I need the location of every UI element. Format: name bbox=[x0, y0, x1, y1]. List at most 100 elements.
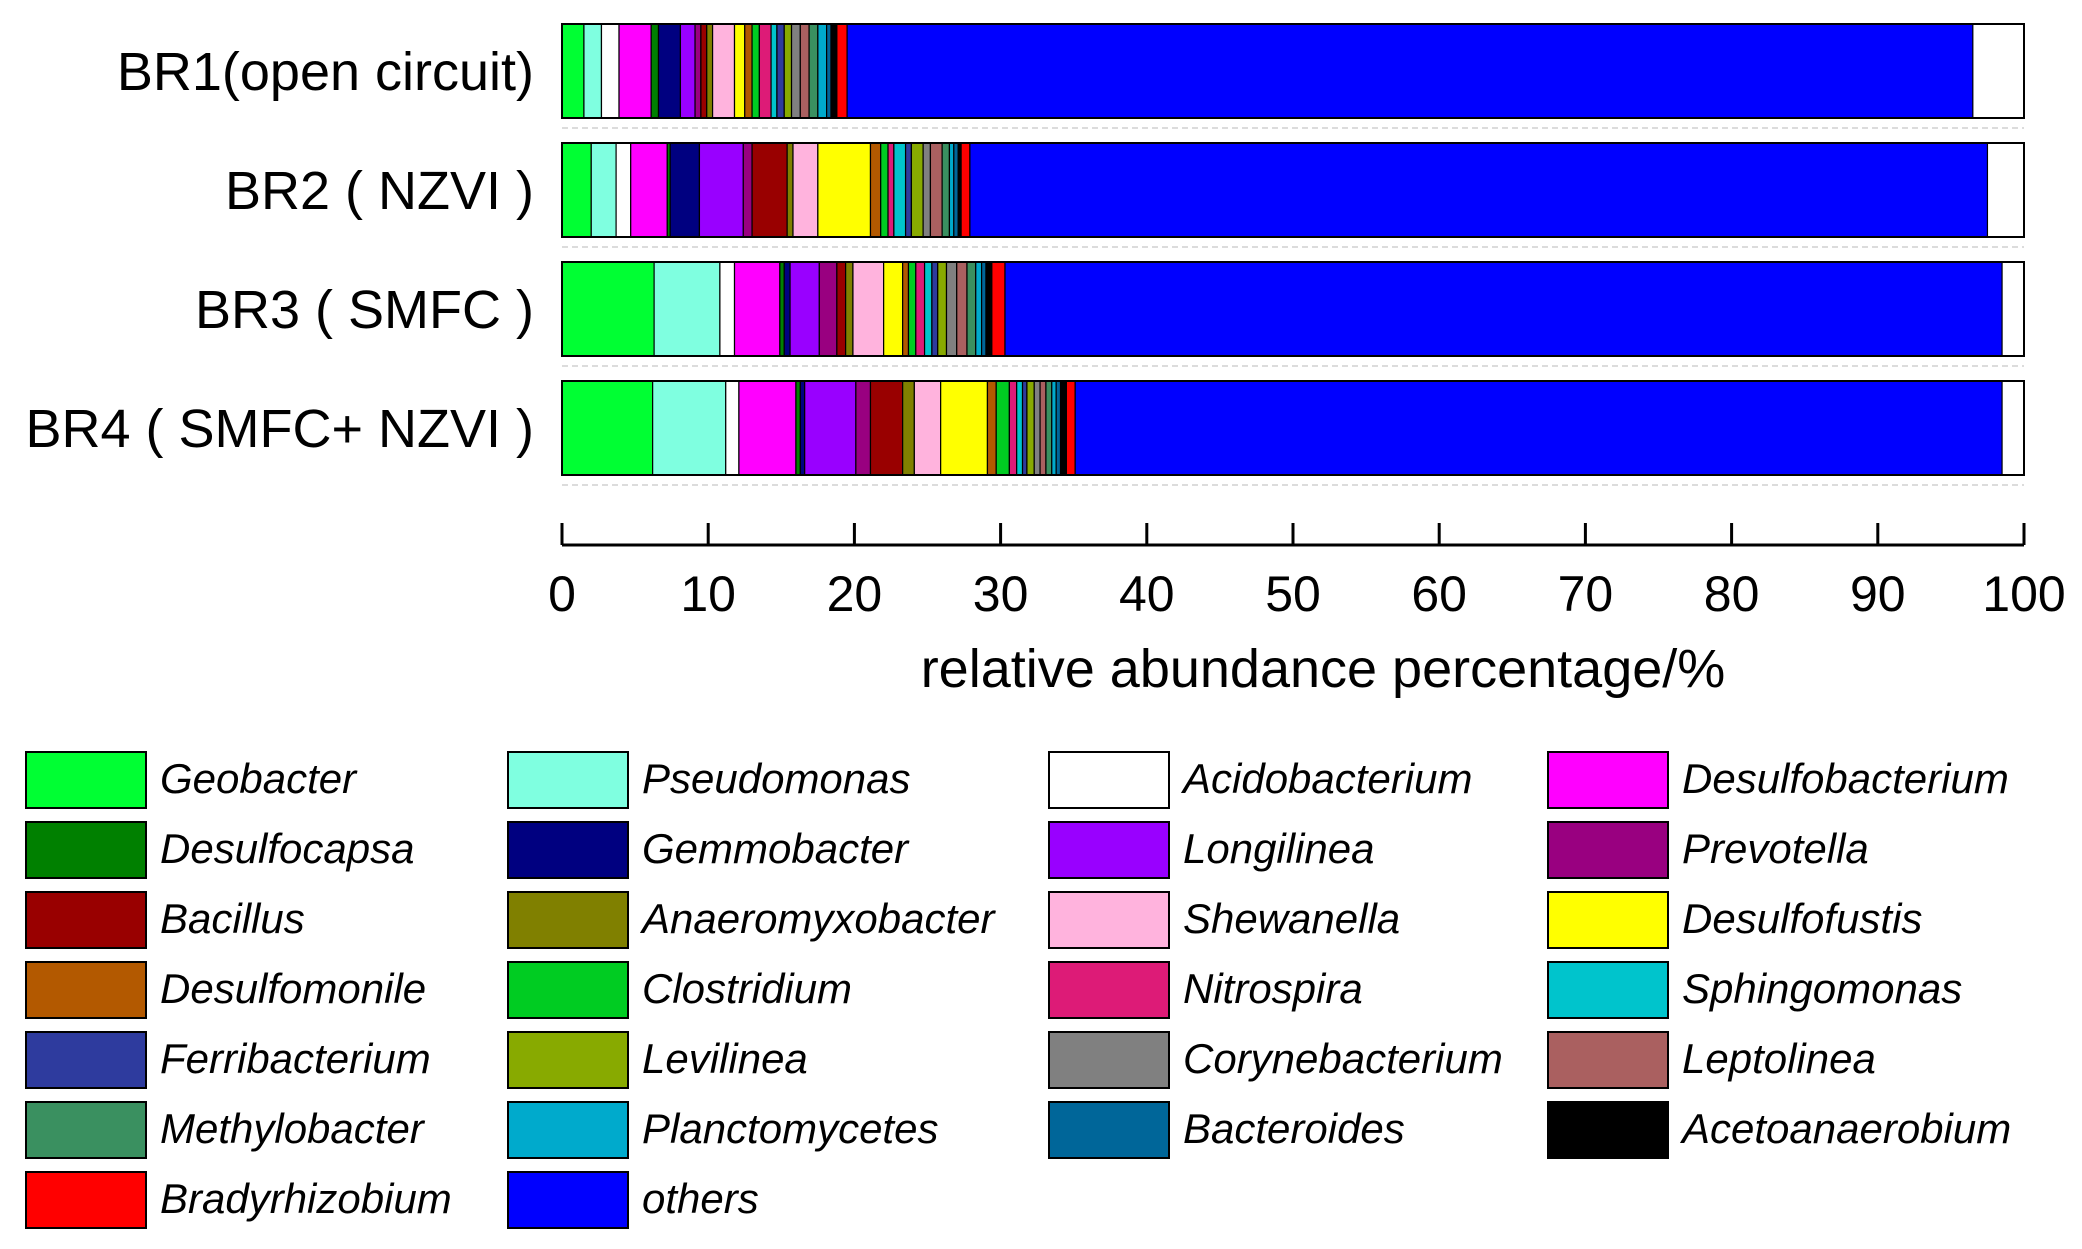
bar-segment bbox=[915, 261, 926, 357]
legend-label: Bacillus bbox=[160, 895, 305, 942]
bar-segment bbox=[783, 23, 793, 119]
legend-swatch bbox=[1547, 821, 1669, 879]
bar-segment bbox=[907, 261, 917, 357]
bar-segment bbox=[706, 23, 714, 119]
legend-label: Sphingomonas bbox=[1682, 965, 1962, 1012]
category-labels: BR1(open circuit) BR2 ( NZVI ) BR3 ( SMFC … bbox=[25, 42, 534, 459]
bar-segment bbox=[700, 23, 708, 119]
bar-segment bbox=[1004, 261, 2003, 357]
x-tick-label: 100 bbox=[1982, 566, 2065, 622]
bar-segment bbox=[618, 23, 652, 119]
bar-segment bbox=[904, 142, 913, 238]
bar-segment bbox=[657, 23, 682, 119]
bar-segment bbox=[910, 142, 924, 238]
legend-swatch bbox=[1048, 1031, 1170, 1089]
legend-swatch bbox=[507, 821, 629, 879]
bar-segment bbox=[980, 261, 987, 357]
bar-segment bbox=[922, 142, 932, 238]
bar-segment bbox=[799, 380, 806, 476]
bar-segment bbox=[931, 261, 939, 357]
legend-label: Planctomycetes bbox=[642, 1105, 938, 1152]
bar-segment bbox=[751, 23, 760, 119]
legend-label: Gemmobacter bbox=[642, 825, 910, 872]
x-axis-title: relative abundance percentage/% bbox=[921, 639, 1726, 699]
x-axis-ticks: 0 10 20 30 40 50 60 70 80 90 100 bbox=[548, 523, 2066, 622]
bar-segment bbox=[744, 23, 753, 119]
bar-segment bbox=[792, 142, 819, 238]
legend-label: Longilinea bbox=[1183, 825, 1375, 872]
bar-segment bbox=[669, 142, 701, 238]
legend-label: Bacteroides bbox=[1183, 1105, 1405, 1152]
bar-segment bbox=[1051, 380, 1057, 476]
bar-segment bbox=[615, 142, 632, 238]
bar-segment bbox=[817, 23, 828, 119]
bar-segment bbox=[817, 142, 872, 238]
legend-swatch bbox=[507, 891, 629, 949]
legend-swatch bbox=[25, 1171, 147, 1229]
bar-segment bbox=[969, 142, 1989, 238]
bar-segment bbox=[826, 23, 832, 119]
bar-segment bbox=[846, 23, 1974, 119]
bar-segment bbox=[600, 23, 620, 119]
bar-segment bbox=[789, 261, 820, 357]
legend-swatch bbox=[1547, 1101, 1669, 1159]
legend-swatch bbox=[507, 1031, 629, 1089]
x-tick-label: 90 bbox=[1850, 566, 1906, 622]
bar-segment bbox=[836, 23, 848, 119]
bar-segment bbox=[830, 23, 838, 119]
legend-label: Pseudomonas bbox=[642, 755, 911, 802]
bar-segment bbox=[929, 142, 943, 238]
legend-swatch bbox=[507, 751, 629, 809]
bar-segment bbox=[1055, 380, 1062, 476]
category-label: BR4 ( SMFC+ NZVI ) bbox=[25, 399, 534, 459]
bar-segment bbox=[1021, 380, 1028, 476]
legend-label: Bradyrhizobium bbox=[160, 1175, 452, 1222]
x-tick-label: 30 bbox=[973, 566, 1029, 622]
x-axis: 0 10 20 30 40 50 60 70 80 90 100 relative abundanc… bbox=[548, 523, 2066, 699]
bar-segment bbox=[948, 142, 955, 238]
category-label: BR1(open circuit) bbox=[117, 42, 534, 102]
legend-label: Desulfomonile bbox=[160, 965, 426, 1012]
legend-swatch bbox=[25, 1031, 147, 1089]
bar-segment bbox=[561, 142, 592, 238]
category-label: BR2 ( NZVI ) bbox=[225, 161, 534, 221]
x-tick-label: 20 bbox=[827, 566, 883, 622]
bar-segment bbox=[937, 261, 948, 357]
bar-segment bbox=[561, 261, 655, 357]
bar-segment bbox=[953, 142, 959, 238]
bar-segment bbox=[887, 142, 895, 238]
x-tick-label: 40 bbox=[1119, 566, 1175, 622]
bar-segment bbox=[758, 23, 772, 119]
bar-segment bbox=[733, 261, 781, 357]
bar-segment bbox=[698, 142, 744, 238]
bar-segment bbox=[561, 23, 585, 119]
legend-label: Clostridium bbox=[642, 965, 852, 1012]
legend-label: Nitrospira bbox=[1183, 965, 1363, 1012]
legend-label: Geobacter bbox=[160, 755, 358, 802]
bar-segment bbox=[940, 380, 989, 476]
legend-label: Methylobacter bbox=[160, 1105, 426, 1152]
bar-segment bbox=[808, 23, 819, 119]
bar-segment bbox=[985, 261, 993, 357]
bar-segment bbox=[779, 261, 785, 357]
bar-segment bbox=[742, 142, 753, 238]
bar-segment bbox=[975, 261, 983, 357]
legend-swatch bbox=[1547, 961, 1669, 1019]
x-tick-label: 70 bbox=[1558, 566, 1614, 622]
legend-swatch bbox=[1547, 751, 1669, 809]
bar-segment bbox=[986, 380, 997, 476]
bar-outline bbox=[561, 261, 2025, 357]
bar-segment bbox=[1039, 380, 1047, 476]
bar-segment bbox=[725, 380, 740, 476]
legend-label: Ferribacterium bbox=[160, 1035, 431, 1082]
bar-segment bbox=[1033, 380, 1041, 476]
bar-segment bbox=[883, 261, 904, 357]
legend-swatch bbox=[1048, 821, 1170, 879]
bar-segment bbox=[795, 380, 801, 476]
bar-segment bbox=[561, 380, 654, 476]
legend-label: Acetoanaerobium bbox=[1679, 1105, 2011, 1152]
bar-segment bbox=[869, 142, 882, 238]
legend-swatch bbox=[1048, 1101, 1170, 1159]
bar-segment bbox=[902, 261, 910, 357]
bar-segment bbox=[956, 261, 968, 357]
